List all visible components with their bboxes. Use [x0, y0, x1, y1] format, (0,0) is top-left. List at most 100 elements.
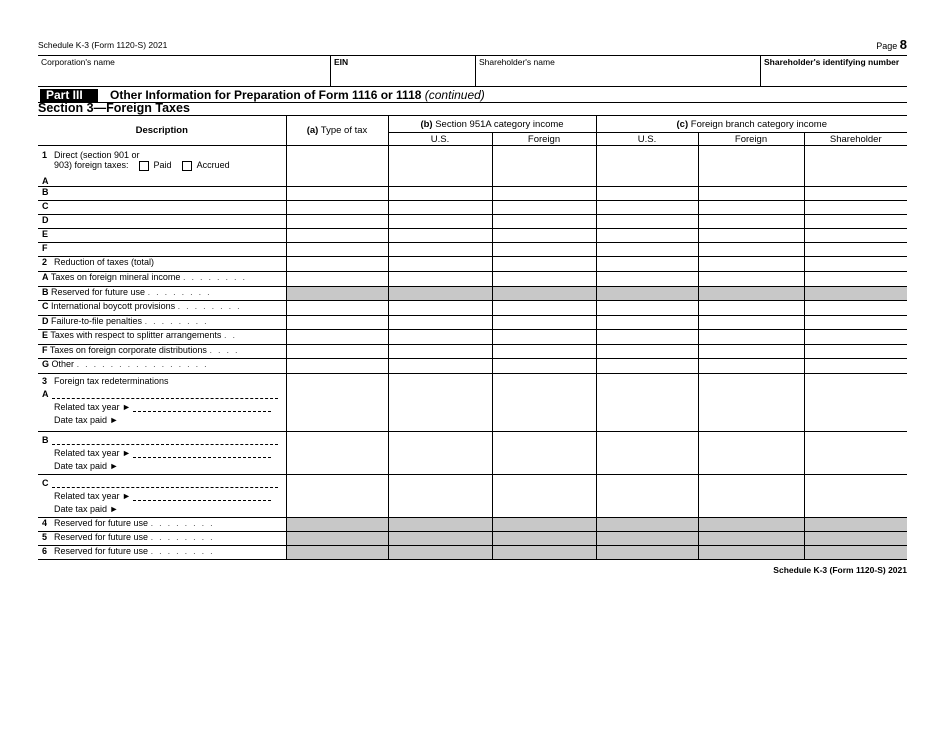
description-field[interactable]: [52, 435, 278, 445]
amount-cell[interactable]: [491, 186, 597, 201]
amount-cell[interactable]: [387, 329, 493, 345]
amount-cell[interactable]: [285, 145, 389, 187]
amount-cell[interactable]: [697, 329, 805, 345]
amount-cell[interactable]: [595, 228, 699, 243]
amount-cell[interactable]: [595, 358, 699, 374]
amount-cell[interactable]: [285, 200, 389, 215]
amount-cell[interactable]: [697, 271, 805, 287]
amount-cell[interactable]: [387, 200, 493, 215]
amount-cell[interactable]: [697, 372, 805, 432]
amount-cell[interactable]: [595, 271, 699, 287]
amount-cell[interactable]: [803, 314, 908, 330]
amount-cell[interactable]: [595, 214, 699, 229]
amount-cell[interactable]: [285, 271, 389, 287]
shareholder-id-field[interactable]: Shareholder's identifying number: [761, 56, 907, 86]
amount-cell[interactable]: [285, 314, 389, 330]
amount-cell[interactable]: [803, 228, 908, 243]
amount-cell[interactable]: [697, 242, 805, 257]
amount-cell[interactable]: [491, 430, 597, 475]
amount-cell[interactable]: [803, 430, 908, 475]
amount-cell[interactable]: [491, 228, 597, 243]
amount-cell[interactable]: [491, 314, 597, 330]
amount-cell[interactable]: [387, 242, 493, 257]
amount-cell[interactable]: [595, 145, 699, 187]
amount-cell[interactable]: [285, 329, 389, 345]
amount-cell[interactable]: [595, 200, 699, 215]
amount-cell[interactable]: [491, 329, 597, 345]
amount-cell[interactable]: [285, 430, 389, 475]
amount-cell[interactable]: [387, 300, 493, 316]
amount-cell[interactable]: [803, 300, 908, 316]
amount-cell[interactable]: [387, 186, 493, 201]
amount-cell[interactable]: [697, 228, 805, 243]
amount-cell[interactable]: [387, 256, 493, 272]
amount-cell[interactable]: [387, 145, 493, 187]
amount-cell[interactable]: [595, 186, 699, 201]
amount-cell[interactable]: [491, 473, 597, 518]
amount-cell[interactable]: [595, 256, 699, 272]
amount-cell[interactable]: [491, 214, 597, 229]
amount-cell[interactable]: [491, 145, 597, 187]
amount-cell[interactable]: [697, 473, 805, 518]
amount-cell[interactable]: [595, 329, 699, 345]
amount-cell[interactable]: [285, 473, 389, 518]
amount-cell[interactable]: [595, 430, 699, 475]
amount-cell[interactable]: [387, 214, 493, 229]
amount-cell[interactable]: [491, 300, 597, 316]
amount-cell[interactable]: [387, 358, 493, 374]
ein-field[interactable]: EIN: [331, 56, 476, 86]
amount-cell[interactable]: [803, 145, 908, 187]
related-tax-year-field[interactable]: [133, 491, 272, 501]
description-field[interactable]: [52, 389, 278, 399]
amount-cell[interactable]: [285, 358, 389, 374]
amount-cell[interactable]: [491, 256, 597, 272]
amount-cell[interactable]: [803, 372, 908, 432]
amount-cell[interactable]: [595, 473, 699, 518]
amount-cell[interactable]: [595, 314, 699, 330]
amount-cell[interactable]: [803, 343, 908, 359]
amount-cell[interactable]: [285, 372, 389, 432]
amount-cell[interactable]: [491, 343, 597, 359]
amount-cell[interactable]: [285, 186, 389, 201]
related-tax-year-field[interactable]: [133, 448, 272, 458]
amount-cell[interactable]: [285, 214, 389, 229]
amount-cell[interactable]: [491, 271, 597, 287]
description-field[interactable]: [52, 478, 278, 488]
amount-cell[interactable]: [387, 473, 493, 518]
amount-cell[interactable]: [595, 242, 699, 257]
related-tax-year-field[interactable]: [133, 402, 272, 412]
amount-cell[interactable]: [387, 372, 493, 432]
amount-cell[interactable]: [491, 200, 597, 215]
amount-cell[interactable]: [387, 343, 493, 359]
amount-cell[interactable]: [697, 186, 805, 201]
amount-cell[interactable]: [285, 256, 389, 272]
amount-cell[interactable]: [697, 314, 805, 330]
amount-cell[interactable]: [803, 214, 908, 229]
amount-cell[interactable]: [803, 329, 908, 345]
amount-cell[interactable]: [803, 256, 908, 272]
amount-cell[interactable]: [697, 300, 805, 316]
amount-cell[interactable]: [491, 242, 597, 257]
amount-cell[interactable]: [803, 242, 908, 257]
amount-cell[interactable]: [697, 145, 805, 187]
amount-cell[interactable]: [285, 343, 389, 359]
amount-cell[interactable]: [595, 300, 699, 316]
amount-cell[interactable]: [285, 300, 389, 316]
amount-cell[interactable]: [285, 242, 389, 257]
amount-cell[interactable]: [595, 372, 699, 432]
amount-cell[interactable]: [697, 214, 805, 229]
amount-cell[interactable]: [803, 358, 908, 374]
amount-cell[interactable]: [803, 200, 908, 215]
amount-cell[interactable]: [595, 343, 699, 359]
amount-cell[interactable]: [491, 358, 597, 374]
amount-cell[interactable]: [697, 256, 805, 272]
amount-cell[interactable]: [803, 271, 908, 287]
amount-cell[interactable]: [697, 358, 805, 374]
amount-cell[interactable]: [803, 186, 908, 201]
amount-cell[interactable]: [387, 430, 493, 475]
amount-cell[interactable]: [803, 473, 908, 518]
amount-cell[interactable]: [697, 343, 805, 359]
corporation-name-field[interactable]: Corporation's name: [38, 56, 331, 86]
amount-cell[interactable]: [387, 228, 493, 243]
amount-cell[interactable]: [285, 228, 389, 243]
